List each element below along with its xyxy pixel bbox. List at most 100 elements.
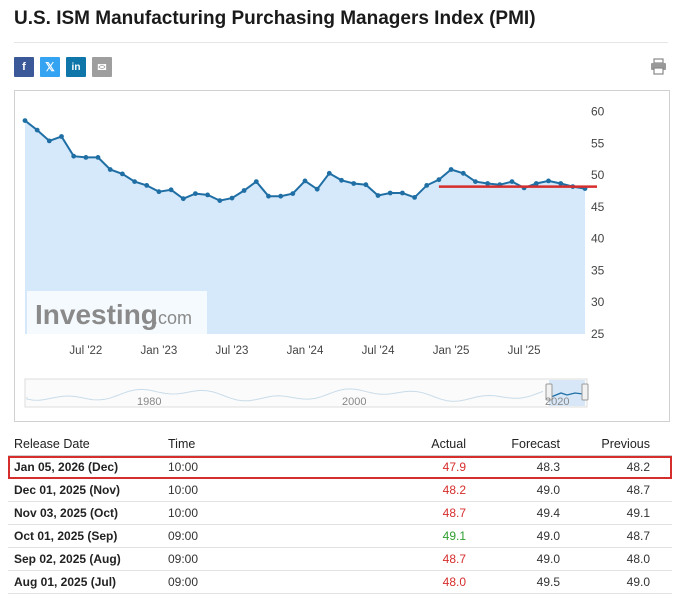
header-release-date[interactable]: Release Date [14,437,90,451]
print-icon[interactable] [650,58,667,75]
table-header-row: Release Date Time Actual Forecast Previo… [8,433,672,456]
y-tick-label: 45 [591,200,605,214]
data-point[interactable] [326,170,332,176]
actual-cell: 48.7 [442,506,466,520]
y-axis-ticks: 25 30 35 40 45 50 55 60 [591,105,605,341]
data-point[interactable] [412,195,417,200]
data-point[interactable] [448,167,454,172]
release-table: Release Date Time Actual Forecast Previo… [8,433,672,594]
navigator-handle-left[interactable] [545,383,553,401]
data-point[interactable] [424,183,430,188]
data-point[interactable] [180,196,186,202]
header-previous[interactable]: Previous [601,437,650,451]
data-point[interactable] [205,192,211,198]
data-point[interactable] [460,170,466,176]
previous-cell: 48.7 [626,483,650,497]
data-point[interactable] [302,178,308,184]
data-point[interactable] [339,177,344,183]
data-point[interactable] [59,134,64,139]
data-point[interactable] [193,191,198,196]
data-point[interactable] [546,178,551,184]
time-cell: 09:00 [168,529,199,543]
data-point[interactable] [266,193,271,199]
data-point[interactable] [436,177,442,183]
data-point[interactable] [132,179,137,184]
x-axis-ticks: Jul '22 Jan '23 Jul '23 Jan '24 Jul '24 Jan '… [69,345,540,357]
data-point[interactable] [363,182,369,188]
navigator-tick-label: 1980 [137,396,161,408]
release-date-cell: Jan 05, 2026 (Dec) [14,460,119,474]
x-tick-label: Jul '22 [69,345,102,357]
data-point[interactable] [71,153,77,159]
x-tick-label: Jul '24 [362,345,395,357]
data-point[interactable] [558,181,564,186]
table-row: Oct 01, 2025 (Sep) 09:00 49.1 49.0 48.7 [8,525,672,548]
data-point[interactable] [46,138,52,144]
data-point[interactable] [95,155,101,160]
data-point[interactable] [107,167,113,172]
release-date-cell: Sep 02, 2025 (Aug) [14,552,121,566]
table-row: Dec 01, 2025 (Nov) 10:00 48.2 49.0 48.7 [8,479,672,502]
data-point[interactable] [168,187,174,193]
table-row: Nov 03, 2025 (Oct) 10:00 48.7 49.4 49.1 [8,502,672,525]
data-point[interactable] [22,118,28,123]
range-navigator[interactable]: 1980 2000 2020 [24,378,589,408]
page-title: U.S. ISM Manufacturing Purchasing Manage… [14,8,536,29]
data-point[interactable] [485,181,490,186]
data-point[interactable] [533,181,539,186]
data-point[interactable] [278,193,284,199]
data-point[interactable] [387,190,393,196]
navigator-tick-label: 2000 [342,396,366,408]
data-point[interactable] [241,188,247,193]
data-point[interactable] [253,179,259,184]
x-tick-label: Jan '23 [141,345,178,357]
table-row-highlighted: Jan 05, 2026 (Dec) 10:00 47.9 48.3 48.2 [8,456,672,479]
x-share-button[interactable]: 𝕏 [40,57,60,77]
forecast-cell: 49.5 [536,575,560,589]
data-point[interactable] [156,189,162,195]
time-cell: 10:00 [168,506,199,520]
x-tick-label: Jul '25 [508,345,541,357]
table-row: Aug 01, 2025 (Jul) 09:00 48.0 49.5 49.0 [8,571,672,594]
time-cell: 10:00 [168,483,199,497]
release-date-cell: Dec 01, 2025 (Nov) [14,483,121,497]
time-cell: 09:00 [168,575,199,589]
y-tick-label: 60 [591,105,605,119]
area-fill [25,120,585,334]
forecast-cell: 49.0 [536,552,560,566]
facebook-share-button[interactable]: f [14,57,34,77]
previous-cell: 49.0 [626,575,650,589]
actual-cell: 48.7 [442,552,466,566]
data-point[interactable] [34,127,40,133]
linkedin-share-button[interactable]: in [66,57,86,77]
table-row: Sep 02, 2025 (Aug) 09:00 48.7 49.0 48.0 [8,548,672,571]
table-body: Jan 05, 2026 (Dec) 10:00 47.9 48.3 48.2 Dec 0… [8,456,672,594]
navigator-handle-right[interactable] [581,383,589,401]
release-date-cell: Nov 03, 2025 (Oct) [14,506,119,520]
header-forecast[interactable]: Forecast [511,437,560,451]
watermark-suffix: .com [153,308,192,328]
data-point[interactable] [400,190,405,196]
data-point[interactable] [83,155,89,160]
header-time[interactable]: Time [168,437,196,451]
header-actual[interactable]: Actual [431,437,466,451]
data-point[interactable] [314,186,320,192]
data-point[interactable] [290,191,296,196]
data-point[interactable] [217,198,223,203]
x-tick-label: Jul '23 [216,345,249,357]
data-point[interactable] [229,195,235,201]
time-cell: 09:00 [168,552,199,566]
facebook-icon: f [22,61,26,73]
data-point[interactable] [375,193,381,198]
data-point[interactable] [473,179,478,184]
actual-cell: 49.1 [442,529,466,543]
data-point[interactable] [120,171,125,177]
email-share-button[interactable]: ✉ [92,57,112,77]
data-point[interactable] [144,183,150,188]
data-point[interactable] [351,181,357,186]
y-tick-label: 25 [591,327,605,341]
data-point[interactable] [509,179,515,184]
watermark-brand: Investing [35,299,158,330]
pmi-chart[interactable]: 25 30 35 40 45 50 55 60 Jul '22 Jan '23 Jul '23 Ja… [15,91,669,421]
y-tick-label: 35 [591,263,605,277]
